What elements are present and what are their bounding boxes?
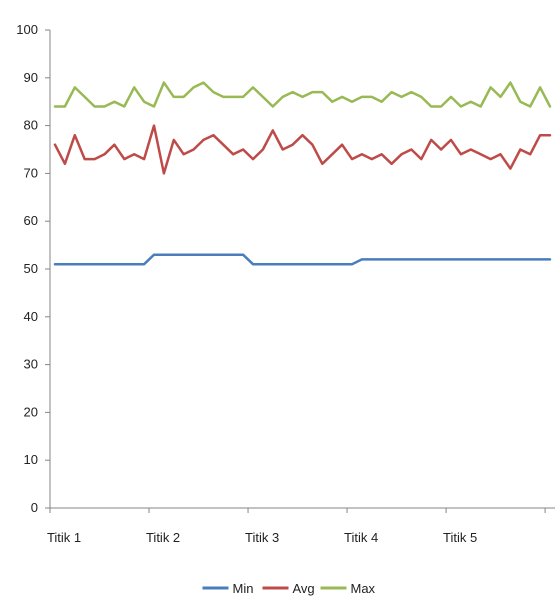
x-tick-label: Titik 4 xyxy=(344,530,378,545)
y-tick-label: 90 xyxy=(24,70,38,85)
y-tick-label: 100 xyxy=(16,22,38,37)
legend-label-avg: Avg xyxy=(293,581,315,596)
series-line-min xyxy=(53,253,552,266)
y-axis-ticks: 0 10 20 30 40 50 60 70 80 90 100 xyxy=(16,22,50,515)
series-lines xyxy=(53,81,552,266)
x-tick-label: Titik 3 xyxy=(245,530,279,545)
y-tick-label: 30 xyxy=(24,357,38,372)
x-tick-label: Titik 1 xyxy=(47,530,81,545)
legend: Min Avg Max xyxy=(202,581,376,596)
y-tick-label: 40 xyxy=(24,309,38,324)
x-tick-label: Titik 2 xyxy=(146,530,180,545)
legend-label-min: Min xyxy=(233,581,254,596)
series-line-max xyxy=(53,81,552,108)
y-tick-label: 70 xyxy=(24,165,38,180)
y-tick-label: 0 xyxy=(31,500,38,515)
legend-label-max: Max xyxy=(351,581,376,596)
x-axis-ticks: Titik 1 Titik 2 Titik 3 Titik 4 Titik 5 xyxy=(47,508,546,545)
x-tick-label: Titik 5 xyxy=(443,530,477,545)
y-tick-label: 80 xyxy=(24,118,38,133)
y-tick-label: 60 xyxy=(24,213,38,228)
y-tick-label: 50 xyxy=(24,261,38,276)
y-tick-label: 20 xyxy=(24,404,38,419)
series-line-avg xyxy=(53,124,552,175)
y-tick-label: 10 xyxy=(24,452,38,467)
